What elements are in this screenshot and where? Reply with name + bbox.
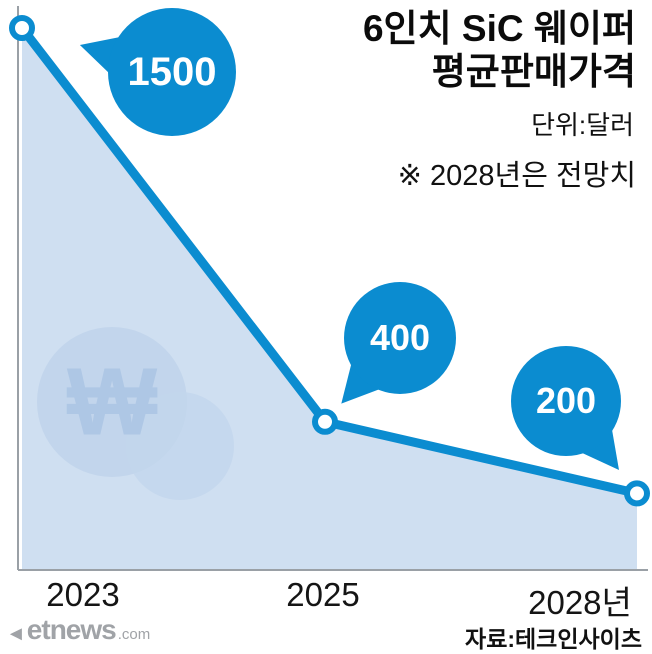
chart-title-line1: 6인치 SiC 웨이퍼 [362, 8, 636, 49]
logo-triangle-icon: ◄ [6, 623, 26, 645]
source-credit: 자료:테크인사이츠 [465, 626, 642, 652]
forecast-note: ※ 2028년은 전망치 [397, 160, 636, 192]
x-axis-label-2028: 2028년 [528, 584, 632, 621]
value-label-2023: 1500 [127, 49, 217, 94]
value-label-2025: 400 [369, 317, 431, 358]
etnews-logo: ◄ etnews .com [6, 614, 151, 645]
x-axis-label-2023: 2023 [46, 576, 120, 613]
x-axis-label-2025: 2025 [286, 576, 360, 613]
chart-title-line2: 평균판매가격 [431, 50, 636, 92]
value-bubble-2028: 200 [511, 346, 621, 456]
value-label-2028: 200 [535, 380, 597, 421]
logo-wordmark: etnews [26, 614, 117, 645]
value-bubble-2023: 1500 [108, 8, 236, 136]
data-point-marker-2023 [9, 15, 35, 41]
watermark-won-icon: ₩ [67, 349, 158, 456]
unit-label: 단위:달러 [531, 110, 634, 140]
data-point-marker-2028년 [624, 480, 650, 507]
value-bubble-2025: 400 [344, 282, 456, 394]
logo-suffix: .com [117, 625, 151, 643]
data-point-marker-2025 [312, 408, 338, 435]
watermark-coin-shadow [126, 392, 234, 500]
chart-title: 6인치 SiC 웨이퍼 평균판매가격 [363, 8, 636, 94]
